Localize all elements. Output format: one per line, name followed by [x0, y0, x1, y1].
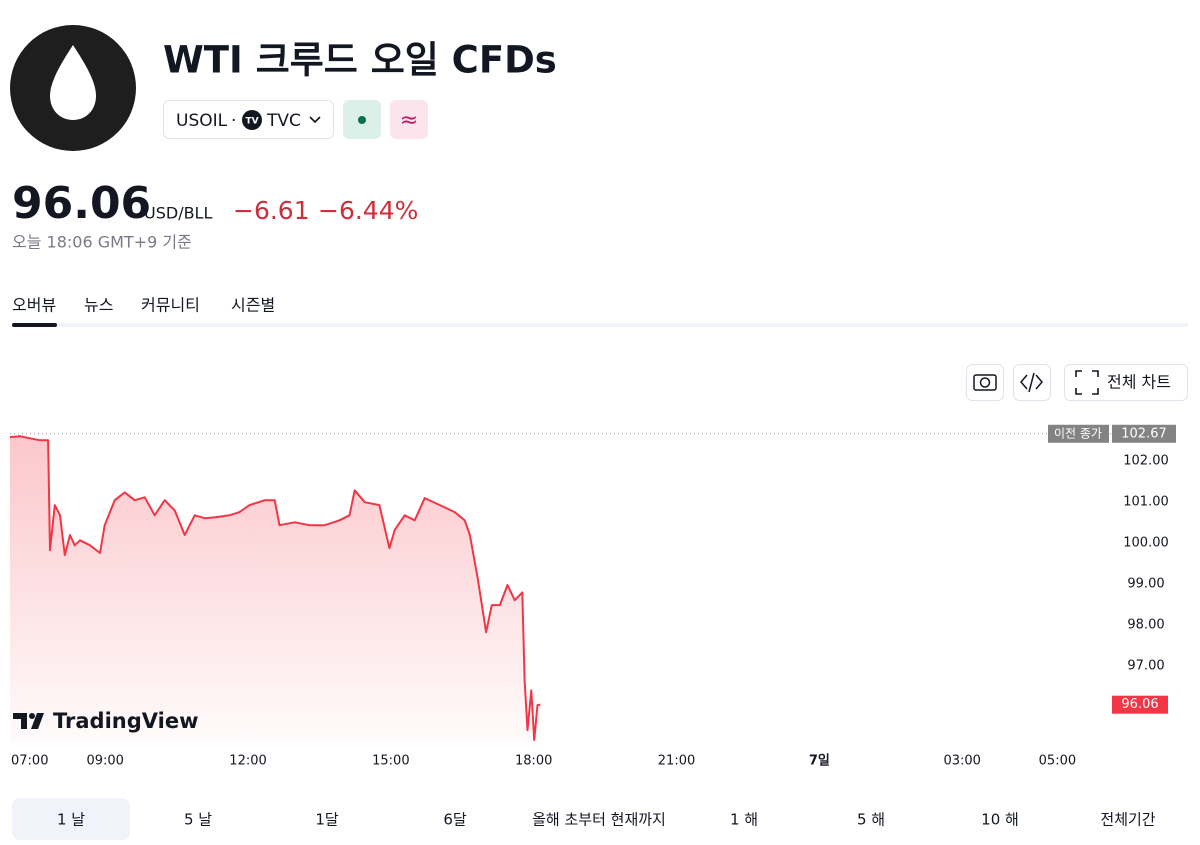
y-tick-label: 98.00 [1127, 618, 1164, 633]
range-button[interactable]: 1 날 [57, 811, 85, 829]
y-tick-label: 102.00 [1123, 454, 1169, 469]
x-tick-label: 09:00 [86, 754, 123, 769]
timestamp: 오늘 18:06 GMT+9 기준 [12, 233, 192, 252]
title: WTI 크루드 오일 CFDs [163, 39, 557, 82]
tab-indicator [12, 323, 57, 327]
watermark: TradingView [53, 709, 198, 733]
range-button[interactable]: 5 해 [857, 811, 885, 829]
x-tick-label: 15:00 [372, 754, 409, 769]
y-tick-label: 99.00 [1127, 577, 1164, 592]
delayed-badge[interactable]: ≈ [390, 100, 428, 139]
tab[interactable]: 시즌별 [231, 296, 275, 315]
y-tick-label: 100.00 [1123, 536, 1169, 551]
currency: USD/BLL [144, 204, 212, 223]
svg-text:TV: TV [245, 117, 258, 127]
fullscreen-label: 전체 차트 [1107, 373, 1171, 392]
symbol: USOIL [176, 111, 228, 131]
tab-track [12, 323, 1188, 327]
badge: ≈ [400, 108, 418, 133]
embed-button[interactable] [1013, 364, 1051, 401]
range-button[interactable]: 6달 [443, 811, 467, 829]
exchange: TVC [266, 111, 301, 131]
range-button[interactable]: 올해 초부터 현재까지 [532, 811, 666, 829]
x-tick-label: 12:00 [229, 754, 266, 769]
tab[interactable]: 커뮤니티 [141, 296, 200, 315]
watermark-dot [29, 713, 35, 719]
price: 96.06 [12, 178, 151, 229]
x-tick-label: 18:00 [515, 754, 552, 769]
y-tick-label: 101.00 [1123, 495, 1169, 510]
symbol-logo [10, 25, 136, 151]
reference-value-box [1112, 424, 1176, 443]
range-button[interactable]: 5 날 [184, 811, 212, 829]
reference-label-box [1048, 424, 1109, 443]
range-selected [12, 798, 130, 840]
range-button[interactable]: 전체기간 [1100, 811, 1155, 829]
range-button[interactable]: 10 해 [981, 811, 1019, 829]
price-line [9, 435, 541, 741]
symbol-selector[interactable]: USOIL · TV TVC [163, 100, 334, 139]
change-percent: −6.44% [318, 196, 418, 225]
y-tick-label: 97.00 [1127, 659, 1164, 674]
area [10, 436, 541, 742]
last-value: 96.06 [1121, 697, 1158, 712]
snapshot-button[interactable] [966, 364, 1004, 401]
reference-label: 이전 종가 [1054, 426, 1102, 440]
range-button[interactable]: 1달 [315, 811, 339, 829]
reference-value: 102.67 [1121, 426, 1167, 441]
chart: 102.00 101.00 100.00 99.00 98.00 97.00 07:00 09… [9, 424, 1176, 769]
x-tick-label: 7일 [809, 754, 830, 769]
watermark-logo [13, 713, 44, 729]
tab[interactable]: 뉴스 [84, 296, 113, 315]
fullscreen-button[interactable]: 전체 차트 [1064, 364, 1188, 401]
tab[interactable]: 오버뷰 [12, 296, 56, 315]
change: −6.61 [233, 196, 310, 225]
x-tick-label: 05:00 [1039, 754, 1076, 769]
x-tick-label: 21:00 [658, 754, 695, 769]
x-tick-label: 03:00 [943, 754, 980, 769]
x-tick-label: 07:00 [11, 754, 48, 769]
separator: · [231, 111, 236, 131]
last-value-box [1112, 695, 1168, 714]
range-bar: 1 날 5 날 1달 6달 올해 초부터 현재까지 1 해 5 해 10 해 전체기간 [12, 798, 1156, 840]
range-button[interactable]: 1 해 [730, 811, 758, 829]
market-status[interactable] [343, 100, 381, 139]
